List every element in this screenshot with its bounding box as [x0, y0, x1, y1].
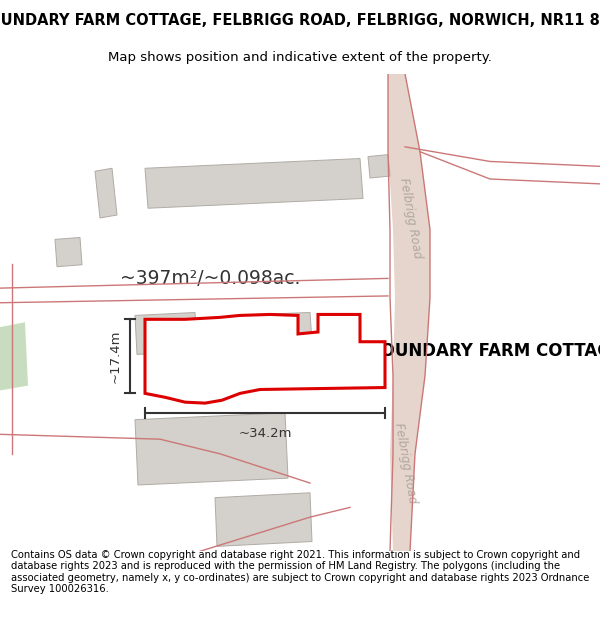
- Text: BOUNDARY FARM COTTAGE: BOUNDARY FARM COTTAGE: [368, 342, 600, 361]
- Text: ~397m²/~0.098ac.: ~397m²/~0.098ac.: [120, 269, 300, 288]
- Polygon shape: [388, 74, 430, 551]
- Polygon shape: [0, 322, 28, 391]
- Polygon shape: [135, 413, 288, 485]
- Polygon shape: [95, 168, 117, 218]
- Polygon shape: [55, 238, 82, 267]
- Text: Contains OS data © Crown copyright and database right 2021. This information is : Contains OS data © Crown copyright and d…: [11, 549, 589, 594]
- Polygon shape: [230, 312, 312, 344]
- Text: Felbrigg Road: Felbrigg Road: [392, 422, 418, 505]
- Text: Map shows position and indicative extent of the property.: Map shows position and indicative extent…: [108, 51, 492, 64]
- Polygon shape: [368, 154, 390, 178]
- Text: BOUNDARY FARM COTTAGE, FELBRIGG ROAD, FELBRIGG, NORWICH, NR11 8PD: BOUNDARY FARM COTTAGE, FELBRIGG ROAD, FE…: [0, 13, 600, 28]
- Polygon shape: [145, 159, 363, 208]
- Polygon shape: [215, 492, 312, 546]
- Polygon shape: [255, 342, 332, 384]
- Text: ~17.4m: ~17.4m: [109, 329, 122, 383]
- Text: Felbrigg Road: Felbrigg Road: [397, 177, 424, 259]
- Polygon shape: [145, 314, 385, 403]
- Text: ~34.2m: ~34.2m: [238, 426, 292, 439]
- Polygon shape: [135, 312, 197, 354]
